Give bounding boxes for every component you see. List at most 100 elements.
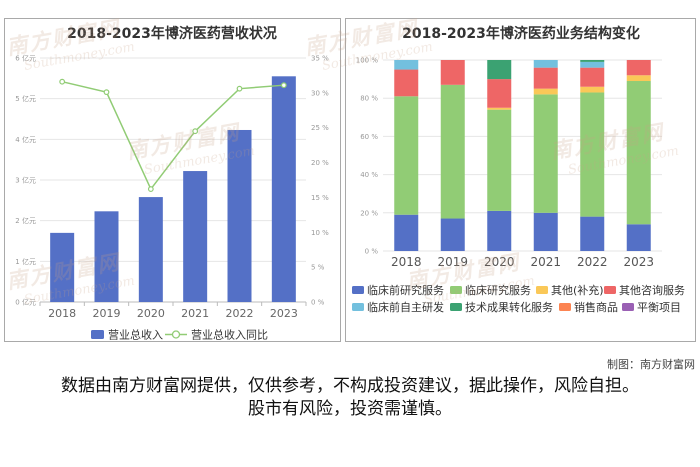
yoy-point: [192, 128, 199, 135]
y-left-tick-label: 6 亿元: [15, 54, 36, 63]
tick-value: 35: [311, 55, 320, 63]
tick-value: 0: [365, 248, 369, 256]
stack-segment: [440, 84, 465, 219]
stack-segment: [580, 60, 605, 62]
legend-swatch: [604, 286, 616, 294]
stack-segment: [394, 96, 419, 215]
stack-segment: [533, 94, 558, 213]
tick-value: 1: [15, 258, 19, 266]
tick-unit: 亿元: [22, 216, 36, 225]
tick-value: 15: [311, 194, 320, 202]
legend-swatch: [352, 303, 364, 311]
stack-segment: [580, 92, 605, 217]
tick-value: 40: [360, 171, 369, 179]
legend-swatch: [450, 286, 462, 294]
yoy-point: [103, 89, 110, 96]
revenue-chart-panel: 2018-2023年博济医药营收状况 0 亿元 1 亿元 2 亿元 3 亿元 4 亿元 5 …: [4, 18, 341, 342]
stack-segment: [580, 216, 605, 251]
stack-segment: [580, 86, 605, 93]
tick-value: 25: [311, 124, 320, 132]
stack-segment: [626, 75, 651, 82]
x-tick-label: 2021: [530, 255, 561, 269]
yoy-point: [59, 78, 66, 85]
stack-segment: [580, 61, 605, 68]
y-tick-label: 80 %: [360, 95, 378, 103]
y-tick-label: 20 %: [360, 209, 378, 217]
stack-segment: [533, 67, 558, 89]
revenue-bar: [94, 211, 119, 302]
tick-value: 60: [360, 133, 369, 141]
tick-unit: %: [322, 229, 329, 237]
tick-unit: %: [371, 95, 378, 103]
legend-swatch-yoy-marker: [171, 330, 181, 339]
x-tick-label: 2023: [623, 255, 654, 269]
legend-label: 其他咨询服务: [619, 283, 685, 297]
tick-value: 0: [311, 299, 315, 307]
tick-unit: %: [371, 57, 378, 65]
stack-segment: [626, 224, 651, 251]
tick-unit: 亿元: [22, 257, 36, 266]
tick-value: 5: [15, 95, 19, 103]
x-tick-label: 2018: [391, 255, 422, 269]
x-tick-label: 2021: [181, 307, 209, 320]
tick-value: 5: [311, 264, 315, 272]
tick-value: 100: [356, 57, 369, 65]
legend-label: 临床前研究服务: [367, 283, 444, 297]
legend: 营业总收入 营业总收入同比: [91, 328, 268, 341]
y-right-tick-label: 5 %: [311, 264, 325, 272]
stack-segment: [487, 60, 512, 80]
legend-swatch-revenue: [91, 330, 104, 339]
y-right-tick-label: 0 %: [311, 299, 325, 307]
y-left-tick-label: 4 亿元: [15, 135, 36, 144]
y-right-tick-label: 30 %: [311, 89, 329, 97]
yoy-point: [147, 186, 154, 192]
y-tick-label: 60 %: [360, 133, 378, 141]
y-right-tick-label: 35 %: [311, 55, 329, 63]
stack-segment: [533, 60, 558, 68]
revenue-bar: [227, 129, 252, 302]
stack-segment: [440, 60, 465, 85]
tick-unit: %: [371, 133, 378, 141]
x-tick-label: 2020: [137, 307, 165, 320]
stack-segment: [487, 107, 512, 110]
legend-swatch: [622, 303, 634, 311]
revenue-bar: [138, 197, 163, 302]
y-left-tick-label: 3 亿元: [15, 176, 36, 185]
chart-credit: 制图：南方财富网: [607, 358, 695, 371]
tick-unit: %: [371, 171, 378, 179]
tick-unit: %: [322, 159, 329, 167]
grid: [40, 57, 306, 303]
disclaimer: 数据由南方财富网提供，仅供参考，不构成投资建议，据此操作，风险自担。 股市有风险…: [0, 375, 700, 421]
tick-value: 30: [311, 89, 320, 97]
stack-segment: [487, 79, 512, 108]
x-tick-label: 2019: [437, 255, 468, 269]
stack-segment: [626, 60, 651, 76]
x-tick-label: 2019: [93, 307, 121, 320]
stack-segment: [580, 67, 605, 87]
yoy-point: [280, 82, 287, 89]
legend-swatch: [450, 303, 462, 311]
stack-segment: [440, 218, 465, 251]
disclaimer-line-1: 数据由南方财富网提供，仅供参考，不构成投资建议，据此操作，风险自担。: [61, 376, 639, 396]
tick-value: 10: [311, 229, 320, 237]
x-tick-label: 2020: [484, 255, 515, 269]
tick-unit: %: [371, 248, 378, 256]
legend-label: 销售商品: [574, 300, 618, 314]
legend-label: 其他(补充): [551, 283, 604, 297]
yoy-point: [236, 85, 243, 92]
tick-value: 2: [15, 217, 19, 225]
x-tick-label: 2023: [270, 307, 298, 320]
stack-segment: [626, 81, 651, 225]
y-tick-label: 40 %: [360, 171, 378, 179]
tick-unit: %: [371, 209, 378, 217]
tick-value: 20: [360, 209, 369, 217]
yoy-line: [61, 80, 284, 191]
legend-swatch: [559, 303, 571, 311]
business-structure-chart-panel: 2018-2023年博济医药业务结构变化 0 % 20 % 40 % 60 % 80 % 1…: [345, 18, 696, 342]
revenue-bar: [50, 232, 75, 302]
tick-unit: 亿元: [22, 94, 36, 103]
tick-unit: 亿元: [22, 54, 36, 63]
y-left-tick-label: 2 亿元: [15, 216, 36, 225]
